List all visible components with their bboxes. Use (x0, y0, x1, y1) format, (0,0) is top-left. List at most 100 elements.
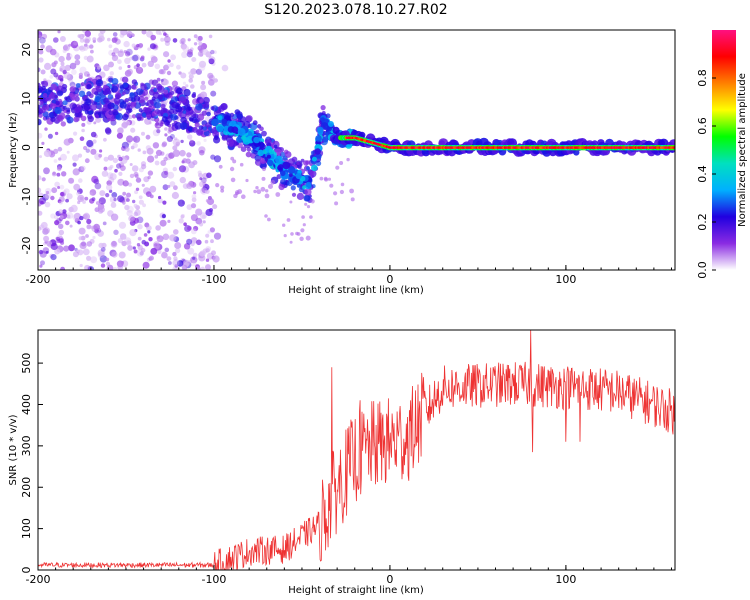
heatmap-cell (43, 242, 47, 246)
snr-line (38, 330, 675, 570)
heatmap-cell (124, 204, 130, 211)
heatmap-cell (159, 219, 167, 227)
heatmap-cell (63, 45, 68, 51)
heatmap-cell (304, 202, 308, 206)
heatmap-cell (47, 64, 52, 70)
heatmap-cell (181, 264, 188, 270)
heatmap-cell (56, 90, 64, 97)
heatmap-cell (235, 190, 240, 195)
heatmap-cell (322, 136, 329, 143)
heatmap-cell (73, 116, 80, 123)
heatmap-cell (43, 78, 47, 82)
spectrogram-y-label: Frequency (Hz) (8, 112, 19, 188)
heatmap-cell (98, 242, 104, 249)
heatmap-cell (200, 187, 208, 195)
heatmap-cell (74, 107, 81, 114)
heatmap-cell (105, 257, 110, 262)
heatmap-cell (134, 190, 139, 195)
heatmap-cell (194, 122, 200, 128)
heatmap-cell (319, 176, 324, 181)
heatmap-cell (80, 165, 86, 171)
heatmap-cell (56, 114, 64, 122)
snr-panel: -200 -100 0 100 0 100 200 300 400 500 Height of … (8, 329, 676, 596)
heatmap-cell (73, 41, 78, 46)
colorbar-tick-label: 0.4 (696, 165, 709, 183)
heatmap-cell (99, 30, 106, 34)
heatmap-cell (68, 177, 75, 184)
heatmap-cell (192, 252, 198, 258)
heatmap-cell (51, 187, 58, 194)
heatmap-cell (43, 149, 52, 158)
heatmap-cell (94, 114, 100, 119)
heatmap-cell (157, 94, 164, 100)
heatmap-cell (121, 121, 128, 128)
heatmap-cell (103, 97, 110, 104)
heatmap-cell (45, 190, 50, 195)
heatmap-cell (79, 263, 83, 268)
heatmap-cell (58, 209, 63, 214)
heatmap-cell (245, 178, 249, 183)
heatmap-cell (121, 91, 126, 96)
heatmap-cell (195, 266, 201, 270)
heatmap-cell (245, 115, 253, 123)
heatmap-cell (237, 113, 243, 119)
heatmap-cell (237, 127, 246, 136)
heatmap-cell (154, 63, 161, 70)
heatmap-cell (73, 183, 81, 191)
heatmap-cell (38, 201, 42, 207)
heatmap-cell (202, 126, 207, 131)
heatmap-cell (38, 118, 42, 126)
heatmap-cell (197, 113, 205, 121)
heatmap-cell (111, 85, 119, 93)
heatmap-cell (90, 148, 97, 155)
heatmap-cell (192, 94, 196, 98)
heatmap-cell (296, 192, 304, 200)
heatmap-cell (68, 244, 75, 252)
heatmap-cell (120, 260, 125, 265)
heatmap-cell (113, 47, 119, 54)
heatmap-cell (205, 258, 210, 262)
heatmap-cell (85, 234, 89, 238)
heatmap-cell (133, 135, 141, 143)
heatmap-cell (170, 54, 177, 61)
y-tick-label: 0 (20, 144, 33, 151)
heatmap-cell (129, 92, 134, 97)
heatmap-cell (173, 229, 179, 235)
heatmap-cell (83, 145, 88, 151)
heatmap-cell (79, 45, 84, 51)
heatmap-cell (213, 78, 218, 83)
heatmap-cell (54, 94, 59, 99)
heatmap-cell (205, 246, 211, 252)
heatmap-cell (305, 235, 311, 241)
heatmap-cell (198, 146, 206, 154)
heatmap-cell (117, 50, 124, 57)
heatmap-cell (155, 225, 161, 231)
heatmap-cell (157, 249, 162, 254)
heatmap-cell (160, 69, 166, 75)
heatmap-cell (44, 62, 52, 70)
heatmap-cell (171, 123, 176, 127)
heatmap-cell (69, 92, 74, 97)
colorbar-ticks: 0.0 0.2 0.4 0.6 0.8 (696, 69, 716, 279)
heatmap-cell (163, 89, 169, 95)
heatmap-cell (58, 229, 65, 236)
heatmap-cell (157, 197, 163, 204)
heatmap-cell (305, 181, 312, 188)
heatmap-cell (193, 34, 198, 39)
heatmap-cell (190, 68, 197, 75)
heatmap-cell (174, 122, 183, 130)
heatmap-cell (41, 104, 48, 111)
heatmap-cell (43, 235, 50, 242)
heatmap-cell (38, 226, 42, 231)
heatmap-cell (146, 225, 152, 232)
heatmap-cell (178, 165, 187, 173)
heatmap-cell (54, 248, 61, 255)
heatmap-cell (202, 49, 209, 55)
heatmap-cell (280, 170, 286, 177)
heatmap-cell (229, 166, 235, 172)
heatmap-cell (98, 206, 105, 213)
heatmap-cell (81, 33, 85, 38)
heatmap-cell (107, 210, 114, 217)
heatmap-cell (140, 55, 145, 60)
heatmap-cell (180, 116, 187, 124)
